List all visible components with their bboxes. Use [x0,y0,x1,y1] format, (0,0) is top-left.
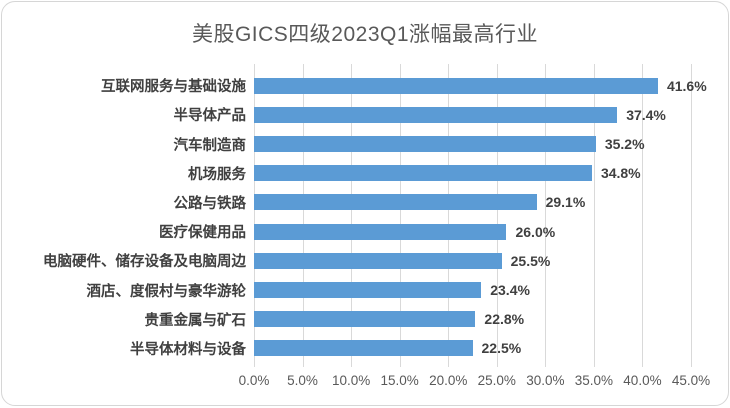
gridline [593,64,595,367]
value-label: 25.5% [510,252,551,269]
value-label: 37.4% [626,106,666,123]
bar [254,77,658,94]
bar-row: 25.5% [254,246,691,275]
gridline [254,64,255,367]
category-label: 汽车制造商 [173,137,247,154]
x-axis-tick-label: 40.0% [623,373,662,388]
bar-row: 22.8% [254,305,691,334]
chart-title: 美股GICS四级2023Q1涨幅最高行业 [191,23,539,46]
gridline [496,64,498,367]
x-axis-tick-label: 30.0% [526,373,565,388]
gridlines [254,64,692,367]
x-axis-tick-label: 0.0% [238,373,270,388]
bar [254,340,473,357]
bar-rows: 41.6% 37.4% 35.2% 34.8% 29.1% 26.0% 25.5% 23.4%… [254,71,707,363]
value-label: 35.2% [604,136,645,152]
gridline [399,64,401,367]
x-axis-tick-label: 35.0% [574,373,614,388]
gridline [642,64,644,367]
x-axis-tick-label: 45.0% [671,373,711,388]
bar [254,223,507,240]
category-label: 半导体材料与设备 [130,341,246,358]
plot-area: 41.6% 37.4% 35.2% 34.8% 29.1% 26.0% 25.5% 23.4%… [254,64,707,367]
gridline [351,64,353,367]
bar [254,194,537,211]
gridline [691,64,692,367]
value-label: 41.6% [666,77,707,94]
gridline [545,64,547,367]
bar [254,252,502,269]
value-label: 34.8% [600,165,641,182]
value-label: 26.0% [515,223,556,240]
value-label: 29.1% [545,194,586,211]
x-axis-tick-label: 10.0% [331,373,371,388]
y-axis-category-labels: 互联网服务与基础设施半导体产品汽车制造商机场服务公路与铁路医疗保健用品电脑硬件、… [2,71,246,363]
x-axis-tick-label: 15.0% [380,373,419,388]
value-label: 23.4% [490,282,530,299]
x-axis: 0.0% 5.0% 10.0% 15.0% 20.0% 25.0% 30.0% 35.0% 40… [239,373,711,393]
bar [254,165,592,182]
bar-row: 23.4% [254,275,691,304]
category-label: 酒店、度假村与豪华游轮 [86,283,247,300]
bar [254,282,482,299]
bar [254,106,618,123]
bar-row: 29.1% [254,188,691,217]
bar-row: 34.8% [254,159,691,188]
category-label: 互联网服务与基础设施 [101,79,246,96]
x-axis-tick-label: 5.0% [287,373,318,388]
bar-row: 35.2% [254,129,691,158]
gridline [448,64,450,367]
category-label: 机场服务 [188,166,246,183]
bar-row: 41.6% [254,71,707,100]
bar [254,311,476,328]
category-label: 半导体产品 [173,108,247,125]
value-label: 22.5% [481,340,522,357]
value-label: 22.8% [484,311,525,328]
category-label: 贵重金属与矿石 [144,312,247,329]
gridline [302,64,304,367]
category-label: 公路与铁路 [173,195,247,212]
category-label: 电脑硬件、储存设备及电脑周边 [43,254,246,271]
bar-row: 26.0% [254,217,691,246]
x-axis-tick-label: 25.0% [477,373,516,388]
bar [254,136,596,152]
category-label: 医疗保健用品 [159,225,246,242]
x-axis-tick-label: 20.0% [429,373,468,388]
bar-row: 37.4% [254,100,691,129]
bar-row: 22.5% [254,334,691,363]
